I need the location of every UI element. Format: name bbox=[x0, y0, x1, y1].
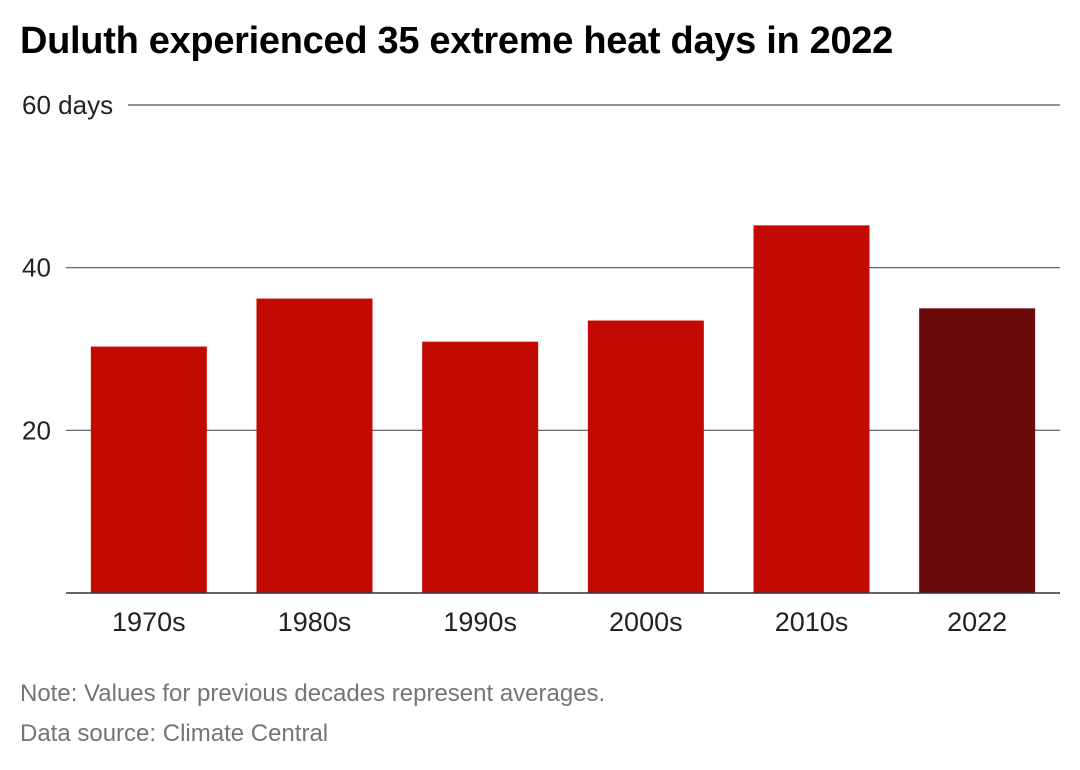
bar-1990s bbox=[422, 341, 539, 593]
x-axis-ticks: 1970s 1980s 1990s 2000s 2010s 2022 bbox=[112, 607, 1007, 637]
bar-2000s bbox=[587, 320, 704, 593]
x-tick-label: 1980s bbox=[278, 607, 352, 637]
y-tick-label: 40 bbox=[22, 253, 51, 283]
bar-2022 bbox=[919, 308, 1036, 593]
chart-note: Note: Values for previous decades repres… bbox=[20, 680, 606, 707]
y-tick-label: 60 days bbox=[22, 90, 113, 120]
x-tick-label: 2000s bbox=[609, 607, 683, 637]
y-axis-ticks: 20 40 60 days bbox=[22, 90, 113, 445]
gridlines bbox=[66, 104, 1060, 431]
bar-1980s bbox=[256, 298, 373, 593]
x-tick-label: 1990s bbox=[443, 607, 517, 637]
x-tick-label: 2010s bbox=[775, 607, 849, 637]
x-tick-label: 2022 bbox=[947, 607, 1007, 637]
bars bbox=[90, 225, 1036, 593]
bar-2010s bbox=[753, 225, 870, 593]
data-source: Data source: Climate Central bbox=[20, 720, 329, 747]
chart-title: Duluth experienced 35 extreme heat days … bbox=[20, 20, 893, 62]
y-tick-label: 20 bbox=[22, 415, 51, 445]
x-tick-label: 1970s bbox=[112, 607, 186, 637]
bar-1970s bbox=[90, 346, 207, 593]
bar-chart: 20 40 60 days 1970s 1980s 1990s 2000s 2010s 202… bbox=[22, 90, 1060, 637]
